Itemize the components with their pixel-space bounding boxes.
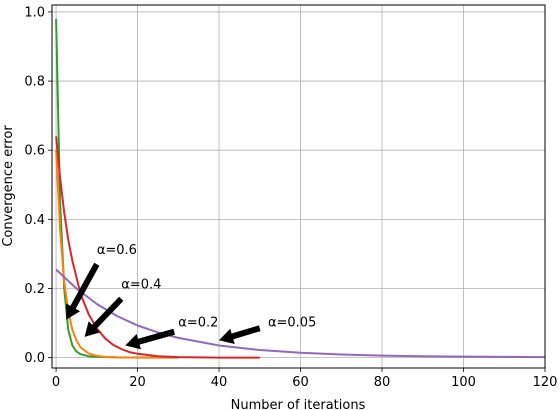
y-tick-label: 0.2	[24, 282, 45, 297]
x-axis-ticks: 0 20 40 60 80 100 120	[52, 368, 557, 390]
annotation-arrow-1	[84, 296, 124, 337]
annotation-label-0: α=0.6	[97, 243, 137, 258]
x-tick-label: 0	[52, 375, 60, 390]
y-tick-label: 0.6	[24, 144, 45, 159]
annotations: α=0.6 α=0.4 α=0.2 α=0.05	[66, 243, 316, 350]
x-tick-label: 100	[451, 375, 476, 390]
x-axis-title: Number of iterations	[231, 398, 366, 410]
y-axis-ticks: 0.0 0.2 0.4 0.6 0.8 1.0	[24, 5, 52, 366]
grid	[52, 5, 546, 368]
x-tick-label: 120	[533, 375, 558, 390]
annotation-arrow-0	[66, 262, 100, 320]
y-tick-label: 0.0	[24, 351, 45, 366]
y-tick-label: 1.0	[24, 5, 45, 20]
annotation-label-2: α=0.2	[178, 316, 218, 331]
x-tick-label: 20	[129, 375, 146, 390]
series-line-1	[55, 150, 179, 359]
x-tick-label: 80	[374, 375, 391, 390]
plot-frame	[51, 4, 546, 369]
x-tick-label: 60	[292, 375, 309, 390]
y-tick-label: 0.4	[24, 213, 45, 228]
y-axis-title: Convergence error	[1, 125, 16, 247]
x-tick-label: 40	[211, 375, 228, 390]
annotation-arrow-2	[125, 328, 175, 350]
annotation-label-1: α=0.4	[121, 277, 161, 292]
series-line-2	[55, 136, 260, 359]
annotation-label-3: α=0.05	[268, 316, 316, 331]
y-tick-label: 0.8	[24, 75, 45, 90]
annotation-arrow-3	[219, 325, 261, 344]
